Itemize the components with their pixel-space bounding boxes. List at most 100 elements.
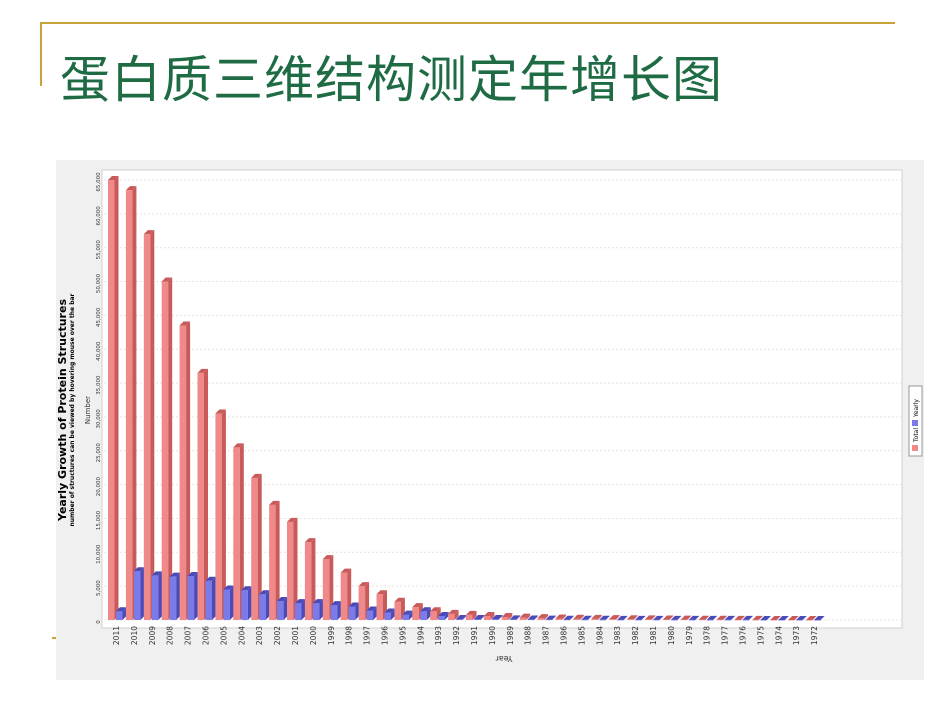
- bar-yearly-2011-face[interactable]: [116, 611, 123, 620]
- bar-total-1991[interactable]: [466, 610, 477, 620]
- bar-yearly-1973[interactable]: [796, 615, 807, 621]
- bar-total-1981[interactable]: [645, 615, 656, 620]
- bar-yearly-1992[interactable]: [456, 614, 467, 620]
- bar-total-1975-face[interactable]: [752, 619, 759, 621]
- bar-yearly-1990[interactable]: [491, 614, 503, 620]
- bar-total-1988[interactable]: [519, 613, 531, 620]
- bar-yearly-1976[interactable]: [742, 615, 754, 621]
- bar-yearly-2006[interactable]: [205, 576, 217, 620]
- bar-total-1979-face[interactable]: [680, 619, 688, 621]
- bar-total-1973[interactable]: [788, 615, 799, 621]
- bar-total-1984-face[interactable]: [591, 618, 598, 620]
- bar-total-1986[interactable]: [555, 614, 567, 620]
- bar-total-1994-face[interactable]: [412, 607, 419, 620]
- bar-yearly-1995-face[interactable]: [402, 614, 409, 620]
- bar-total-1981-face[interactable]: [645, 619, 652, 620]
- bar-yearly-1998[interactable]: [348, 602, 360, 620]
- bar-yearly-1981[interactable]: [653, 615, 664, 621]
- bar-yearly-2010[interactable]: [133, 567, 145, 620]
- bar-yearly-1977-face[interactable]: [724, 619, 732, 621]
- bar-total-2003-face[interactable]: [251, 477, 258, 620]
- bar-yearly-1983[interactable]: [617, 615, 628, 621]
- bars[interactable]: [108, 176, 825, 621]
- bar-total-1973-face[interactable]: [788, 619, 795, 621]
- bar-total-1989-face[interactable]: [501, 616, 509, 620]
- bar-yearly-1975[interactable]: [760, 615, 771, 621]
- bar-yearly-1988-face[interactable]: [527, 619, 535, 621]
- bar-total-1982-face[interactable]: [627, 619, 634, 620]
- bar-yearly-1972[interactable]: [814, 615, 825, 621]
- bar-total-2010[interactable]: [125, 186, 137, 620]
- bar-yearly-2002-face[interactable]: [277, 601, 284, 620]
- bar-yearly-2001[interactable]: [295, 599, 306, 620]
- bar-total-2005[interactable]: [215, 409, 226, 620]
- bar-yearly-1996[interactable]: [384, 608, 396, 620]
- bar-total-2006[interactable]: [197, 368, 209, 620]
- bar-total-1978-face[interactable]: [698, 619, 706, 621]
- bar-yearly-1992-face[interactable]: [456, 618, 463, 620]
- bar-total-1977-face[interactable]: [716, 619, 724, 621]
- bar-total-1995-face[interactable]: [394, 601, 401, 620]
- bar-yearly-1976-face[interactable]: [742, 619, 750, 621]
- bar-total-1974[interactable]: [770, 615, 781, 621]
- bar-yearly-1980-face[interactable]: [670, 619, 678, 621]
- bar-yearly-2010-face[interactable]: [133, 571, 141, 620]
- bar-yearly-2003-face[interactable]: [259, 594, 266, 620]
- bar-total-2007[interactable]: [179, 321, 191, 620]
- bar-yearly-1996-face[interactable]: [384, 612, 392, 620]
- bar-yearly-1977[interactable]: [724, 615, 736, 621]
- bar-total-1972-face[interactable]: [806, 619, 813, 621]
- bar-total-1987-face[interactable]: [537, 618, 545, 620]
- bar-yearly-1991-face[interactable]: [474, 618, 481, 620]
- bar-yearly-1998-face[interactable]: [348, 606, 356, 620]
- bar-yearly-2000[interactable]: [312, 599, 324, 620]
- bar-total-1984[interactable]: [591, 614, 602, 620]
- bar-yearly-2005-face[interactable]: [223, 589, 230, 620]
- bar-total-1976[interactable]: [734, 615, 746, 621]
- bar-yearly-2008[interactable]: [169, 572, 181, 620]
- bar-total-1979[interactable]: [680, 615, 692, 621]
- bar-total-2001[interactable]: [287, 517, 298, 620]
- bar-total-2011-face[interactable]: [108, 180, 115, 620]
- bar-total-1992-face[interactable]: [448, 613, 455, 620]
- bar-yearly-1975-face[interactable]: [760, 619, 767, 621]
- bar-total-2001-face[interactable]: [287, 521, 294, 620]
- bar-yearly-2002[interactable]: [277, 597, 288, 620]
- bar-yearly-2004[interactable]: [241, 586, 252, 620]
- bar-yearly-1993-face[interactable]: [438, 615, 445, 620]
- bar-yearly-2007[interactable]: [187, 572, 199, 620]
- bar-yearly-2005[interactable]: [223, 585, 234, 620]
- bar-total-2009[interactable]: [143, 230, 155, 620]
- bar-total-2004-face[interactable]: [233, 447, 240, 620]
- bar-total-1996-face[interactable]: [376, 594, 384, 620]
- bar-total-2003[interactable]: [251, 473, 262, 620]
- bar-total-1975[interactable]: [752, 615, 763, 621]
- bar-total-1998-face[interactable]: [340, 572, 348, 620]
- bar-total-1993-face[interactable]: [430, 611, 437, 620]
- bar-yearly-1973-face[interactable]: [796, 619, 803, 621]
- bar-total-1991-face[interactable]: [466, 614, 473, 620]
- bar-yearly-1997[interactable]: [366, 606, 378, 620]
- bar-yearly-1981-face[interactable]: [653, 619, 660, 621]
- bar-yearly-2000-face[interactable]: [312, 603, 320, 620]
- bar-total-1972[interactable]: [806, 615, 817, 621]
- bar-total-1997-face[interactable]: [358, 586, 366, 620]
- bar-yearly-1987[interactable]: [545, 615, 557, 621]
- bar-yearly-1974[interactable]: [778, 615, 789, 621]
- bar-total-2009-face[interactable]: [143, 234, 151, 620]
- bar-yearly-1986-face[interactable]: [563, 619, 571, 621]
- bar-yearly-1997-face[interactable]: [366, 610, 374, 620]
- bar-yearly-1979-face[interactable]: [688, 619, 696, 621]
- bar-yearly-2003[interactable]: [259, 590, 270, 620]
- bar-total-1987[interactable]: [537, 614, 549, 620]
- bar-total-2000-face[interactable]: [304, 542, 312, 620]
- bar-yearly-1999[interactable]: [330, 601, 342, 620]
- bar-total-2005-face[interactable]: [215, 413, 222, 620]
- bar-yearly-2001-face[interactable]: [295, 603, 302, 620]
- bar-yearly-1972-face[interactable]: [814, 619, 821, 621]
- bar-yearly-1984-face[interactable]: [599, 619, 606, 621]
- bar-total-1985-face[interactable]: [573, 618, 580, 620]
- bar-total-1980[interactable]: [662, 615, 674, 620]
- bar-yearly-1974-face[interactable]: [778, 619, 785, 621]
- bar-total-1999-face[interactable]: [322, 559, 330, 620]
